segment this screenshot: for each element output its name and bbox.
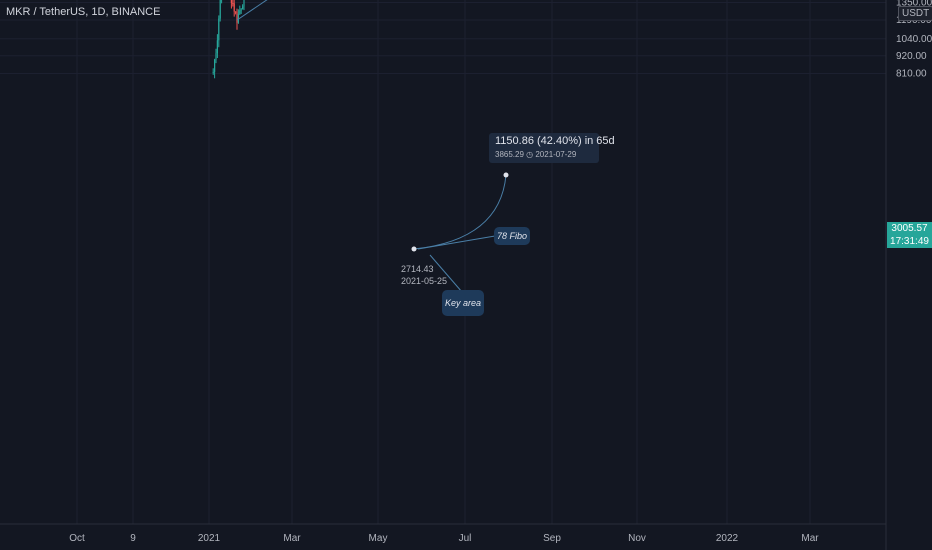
- price-range-box[interactable]: 1150.86 (42.40%) in 65d 3865.29 ◷ 2021-0…: [489, 133, 615, 163]
- bar-countdown: 17:31:49: [890, 236, 929, 247]
- candle-body: [215, 53, 217, 60]
- candle-body: [235, 11, 237, 13]
- projection-curve: [413, 174, 507, 250]
- time-tick-label: Sep: [543, 533, 561, 544]
- current-price: 3005.57: [891, 223, 928, 234]
- candle-body: [239, 10, 241, 14]
- candle-body: [218, 18, 220, 41]
- time-tick-label: Mar: [283, 533, 301, 544]
- key-area-callout[interactable]: Key area: [442, 290, 484, 316]
- candle-body: [232, 3, 234, 5]
- time-tick-label: Jul: [459, 533, 472, 544]
- candle-body: [237, 13, 239, 23]
- candle-body: [242, 6, 244, 10]
- range-change: 1150.86 (42.40%) in 65d: [495, 135, 615, 147]
- time-tick-label: Nov: [628, 533, 646, 544]
- range-detail: 3865.29 ◷ 2021-07-29: [495, 150, 577, 159]
- time-tick-label: 9: [130, 533, 136, 544]
- low-price: 2714.43: [401, 264, 434, 274]
- candle-body: [219, 0, 221, 19]
- trend-lines: [236, 0, 509, 293]
- trend-line: [236, 0, 268, 21]
- chart-title: MKR / TetherUS, 1D, BINANCE: [6, 6, 161, 18]
- candle-body: [230, 0, 232, 4]
- candle-body: [216, 40, 218, 54]
- time-tick-label: Mar: [801, 533, 819, 544]
- candle-body: [243, 0, 245, 7]
- low-label: 2714.43 2021-05-25: [401, 263, 447, 287]
- time-tick-label: 2022: [716, 533, 739, 544]
- price-tick-label: 810.00: [896, 69, 927, 80]
- anchor-point: [503, 172, 509, 178]
- callout-pointer: [417, 235, 496, 250]
- current-price-tag: 3005.57 17:31:49: [887, 222, 932, 248]
- candle-body: [240, 9, 242, 11]
- candle-body: [233, 3, 235, 12]
- chart-grid: [0, 0, 886, 524]
- candlesticks: [212, 0, 245, 79]
- anchor-point: [411, 246, 417, 252]
- candle-body: [212, 71, 214, 73]
- candle-body: [236, 11, 238, 23]
- candle-body: [214, 59, 216, 72]
- time-axis: Oct 9 2021 Mar May Jul Sep Nov 2022 Mar: [0, 523, 886, 544]
- price-tick-label: 920.00: [896, 51, 927, 62]
- currency-badge[interactable]: USDT: [898, 6, 932, 21]
- time-tick-label: May: [369, 533, 388, 544]
- low-date: 2021-05-25: [401, 276, 448, 286]
- fibo-callout[interactable]: 78 Fibo: [494, 227, 530, 245]
- price-tick-label: 1350.00: [896, 0, 932, 9]
- time-tick-label: Oct: [69, 533, 85, 544]
- price-tick-label: 1040.00: [896, 34, 932, 45]
- price-axis: 8400.007200.006000.005200.004450.003850.…: [885, 0, 932, 550]
- time-tick-label: 2021: [198, 533, 221, 544]
- callout-pointer: [429, 254, 463, 293]
